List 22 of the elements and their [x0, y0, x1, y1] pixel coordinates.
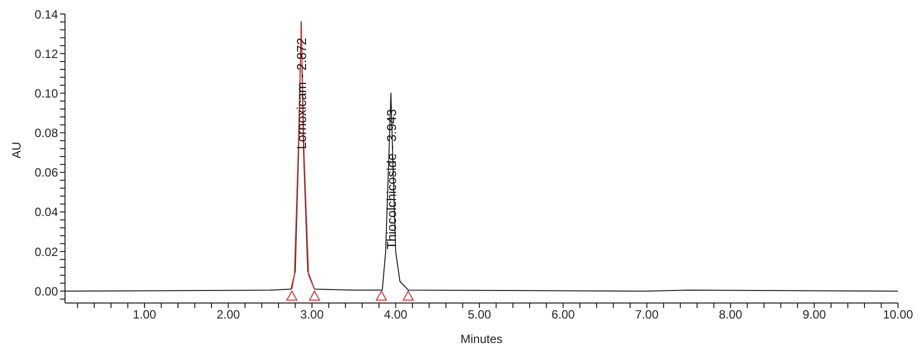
annotation: Lornoxicam - 2.872	[294, 38, 310, 150]
x-tick-label: 2.00	[216, 308, 240, 322]
y-tick-label: 0.02	[34, 244, 58, 259]
x-axis-title: Minutes	[460, 332, 503, 346]
x-tick-label: 10.00	[882, 308, 914, 322]
x-tick-label: 7.00	[635, 308, 659, 322]
y-tick-label: 0.04	[34, 205, 58, 220]
x-tick-label: 1.00	[132, 308, 157, 322]
x-tick-label: 4.00	[384, 308, 408, 322]
x-tick-label: 6.00	[551, 308, 576, 322]
x-tick-label: 8.00	[718, 308, 743, 322]
y-tick-label: 0.06	[34, 166, 58, 180]
y-tick-label: 0.10	[34, 86, 58, 100]
annotation: Thiocolchicoside - 3.943	[384, 109, 399, 250]
y-axis-title: AU	[9, 142, 24, 158]
x-tick-label: 3.00	[300, 308, 324, 322]
y-tick-label: 0.14	[34, 7, 58, 22]
y-tick-label: 0.08	[34, 126, 58, 140]
y-tick-label: 0.00	[34, 284, 58, 298]
x-tick-label: 5.00	[468, 308, 492, 322]
y-tick-label: 0.12	[34, 46, 58, 61]
x-tick-label: 9.00	[802, 308, 826, 322]
